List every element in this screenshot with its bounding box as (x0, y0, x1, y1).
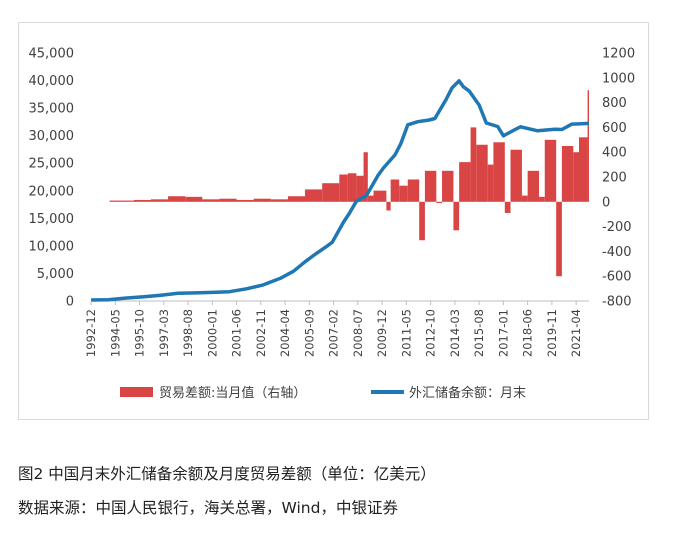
legend: 贸易差额:当月值（右轴） 外汇储备余额：月末 (120, 385, 526, 401)
trade-bar (459, 162, 471, 202)
right-tick-label: -600 (602, 270, 632, 285)
x-tick-label: 1994-05 (108, 309, 122, 357)
left-tick-label: 10,000 (29, 239, 75, 254)
x-tick-label: 2005-09 (302, 309, 316, 357)
left-tick-label: 40,000 (29, 74, 75, 89)
x-axis: 1992-12 1994-05 1995-10 1997-03 1998-08 2000-… (84, 301, 583, 357)
x-tick-label: 2019-11 (545, 309, 559, 357)
right-tick-label: 200 (602, 171, 627, 186)
x-tick-label: 2000-01 (205, 309, 219, 357)
trade-bar (305, 189, 323, 202)
right-tick-label: 0 (602, 195, 610, 210)
trade-bar (236, 199, 254, 202)
trade-bar (436, 201, 443, 204)
trade-bar (399, 185, 408, 202)
left-axis: 0 5,000 10,000 15,000 20,000 25,000 30,000 35,0… (29, 47, 75, 310)
left-tick-label: 35,000 (29, 102, 75, 117)
data-source-note: 数据来源：中国人民银行，海关总署，Wind，中银证券 (18, 499, 398, 517)
trade-bar (424, 170, 437, 202)
trade-bar (504, 201, 511, 213)
right-axis: -800 -600 -400 -200 0 200 400 600 800 1000 1200 (602, 47, 635, 310)
trade-bar (109, 200, 134, 202)
reserve-line (90, 79, 590, 302)
trade-bar (587, 90, 589, 202)
trade-bar (363, 152, 368, 202)
x-tick-label: 1997-03 (157, 309, 171, 357)
trade-bar (493, 142, 505, 202)
x-tick-label: 2011-05 (399, 309, 413, 357)
trade-bar (219, 198, 237, 202)
trade-bar (202, 199, 220, 202)
trade-bar (407, 179, 420, 202)
trade-balance-bars (109, 90, 589, 277)
x-tick-label: 2021-04 (569, 309, 583, 357)
trade-bar (339, 174, 348, 202)
trade-bar (539, 196, 545, 202)
trade-bar (367, 195, 374, 202)
x-tick-label: 2004-04 (278, 309, 292, 357)
right-tick-label: 1000 (602, 71, 635, 86)
trade-bar (347, 173, 357, 202)
left-tick-label: 0 (66, 295, 74, 310)
trade-bar (487, 164, 494, 202)
trade-bar (470, 127, 477, 202)
trade-bar (510, 149, 522, 202)
legend-label-reserve: 外汇储备余额：月末 (409, 385, 526, 401)
trade-bar (476, 144, 488, 202)
trade-bar (356, 175, 364, 202)
trade-bar (270, 199, 288, 202)
trade-bar (527, 170, 540, 202)
trade-bar (544, 139, 557, 202)
trade-bar (453, 201, 460, 231)
trade-bar (168, 196, 186, 202)
left-tick-label: 15,000 (29, 212, 75, 227)
x-tick-label: 2009-12 (375, 309, 389, 357)
right-tick-label: 600 (602, 121, 627, 136)
x-tick-label: 2018-06 (521, 309, 535, 357)
legend-swatch-trade (120, 387, 153, 397)
x-tick-label: 2015-08 (472, 309, 486, 357)
left-tick-label: 45,000 (29, 47, 75, 62)
trade-bar (373, 190, 387, 202)
trade-bar (579, 137, 588, 202)
right-tick-label: 800 (602, 96, 627, 111)
right-tick-label: -200 (602, 220, 632, 235)
figure-caption: 图2 中国月末外汇储备余额及月度贸易差额（单位：亿美元） (18, 465, 436, 483)
right-tick-label: -800 (602, 295, 632, 310)
legend-label-trade: 贸易差额:当月值（右轴） (159, 385, 306, 401)
x-tick-label: 2017-01 (496, 309, 510, 357)
trade-bar (390, 179, 400, 202)
trade-bar (322, 183, 340, 202)
x-tick-label: 1992-12 (84, 309, 98, 357)
trade-bar (386, 201, 391, 211)
trade-bar (442, 170, 454, 202)
x-tick-label: 2008-07 (351, 309, 365, 357)
trade-bar (556, 201, 562, 277)
left-tick-label: 30,000 (29, 129, 75, 144)
trade-bar (419, 201, 425, 241)
chart: 0 5,000 10,000 15,000 20,000 25,000 30,000 35,0… (29, 47, 636, 402)
trade-bar (150, 199, 169, 202)
trade-bar (185, 196, 203, 202)
chart-frame: 0 5,000 10,000 15,000 20,000 25,000 30,000 35,0… (18, 22, 649, 420)
right-tick-label: -400 (602, 245, 632, 260)
left-tick-label: 20,000 (29, 184, 75, 199)
trade-bar (287, 196, 306, 202)
trade-bar (521, 195, 528, 202)
x-tick-label: 2007-02 (327, 309, 341, 357)
trade-bar (561, 146, 574, 202)
x-tick-label: 1998-08 (181, 309, 195, 357)
x-tick-label: 2002-11 (254, 309, 268, 357)
x-tick-label: 1995-10 (133, 309, 147, 357)
left-tick-label: 25,000 (29, 157, 75, 172)
x-tick-label: 2014-03 (448, 309, 462, 357)
x-tick-label: 2012-10 (424, 309, 438, 357)
right-tick-label: 1200 (602, 47, 635, 62)
trade-bar (253, 198, 271, 202)
trade-bar (573, 152, 580, 202)
trade-bar (133, 199, 151, 202)
right-tick-label: 400 (602, 146, 627, 161)
left-tick-label: 5,000 (37, 267, 74, 282)
x-tick-label: 2001-06 (230, 309, 244, 357)
